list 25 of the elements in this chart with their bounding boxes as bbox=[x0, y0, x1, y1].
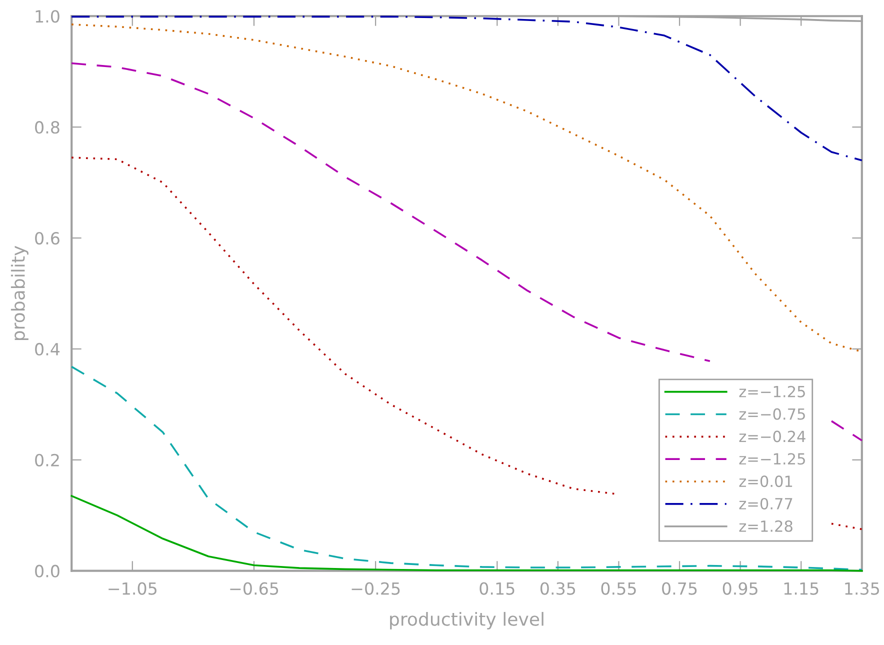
legend-label: z=−1.25 bbox=[739, 453, 805, 465]
y-tick-label: 0.4 bbox=[35, 342, 60, 356]
x-axis-title: productivity level bbox=[390, 612, 544, 630]
x-tick-label: 1.35 bbox=[845, 582, 879, 595]
x-tick-label: 0.95 bbox=[722, 582, 758, 595]
x-tick-label: 1.15 bbox=[784, 582, 818, 595]
x-tick-label: 0.75 bbox=[662, 582, 697, 595]
y-axis-title: probability bbox=[10, 246, 28, 340]
x-tick-label: 0.55 bbox=[601, 582, 636, 595]
y-tick-label: 0.6 bbox=[35, 232, 60, 245]
y-tick-label: 0.2 bbox=[35, 454, 59, 466]
legend-label: z=−1.25 bbox=[739, 386, 805, 398]
x-tick-label: −0.65 bbox=[230, 582, 278, 595]
y-tick-label: 1.0 bbox=[36, 10, 60, 23]
x-tick-label: −1.05 bbox=[108, 582, 156, 595]
legend-label: z=0.77 bbox=[739, 498, 792, 510]
legend-label: z=0.01 bbox=[739, 476, 792, 488]
x-tick-label: 0.35 bbox=[540, 582, 576, 595]
x-tick-label: 0.15 bbox=[480, 582, 514, 595]
y-tick-label: 0.0 bbox=[35, 564, 60, 578]
legend-label: z=−0.75 bbox=[739, 408, 805, 420]
legend-label: z=1.28 bbox=[739, 520, 792, 532]
x-tick-label: −0.25 bbox=[352, 582, 400, 595]
y-tick-label: 0.8 bbox=[35, 121, 60, 134]
legend-label: z=−0.24 bbox=[739, 430, 806, 442]
